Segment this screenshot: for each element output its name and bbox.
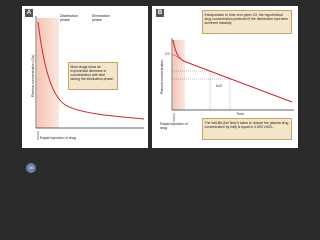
slide: A Distribution phase Elimination phase P… — [22, 6, 298, 173]
x-axis-label: Time — [236, 112, 244, 116]
note: Most drugs show an exponential decrease … — [68, 62, 118, 90]
note: The half-life (the time it takes to redu… — [202, 118, 292, 140]
slide-number: 35 — [28, 165, 34, 170]
x-note: Rapid injection of drug — [160, 122, 188, 131]
y-label: C0 — [165, 52, 170, 56]
distribution-band — [173, 40, 185, 110]
y-axis-label: Plasma concentration (Cp) — [30, 54, 35, 98]
phase-label: Distribution phase — [60, 14, 78, 23]
phase-label: Elimination phase — [92, 14, 110, 23]
half-life-label: t1/2 — [216, 84, 222, 88]
panel-label: A — [25, 9, 33, 17]
arrow — [37, 113, 175, 140]
axes — [35, 16, 144, 129]
panel-label: B — [156, 9, 164, 17]
y-axis-label: Plasma concentration — [159, 59, 164, 95]
slide-number-badge — [26, 163, 36, 173]
curve — [37, 21, 145, 120]
callout: Extrapolation to time zero gives C0, the… — [202, 10, 292, 34]
x-note: Rapid injection of drug — [40, 136, 76, 140]
extrapolation — [171, 53, 187, 63]
axes — [171, 38, 294, 111]
